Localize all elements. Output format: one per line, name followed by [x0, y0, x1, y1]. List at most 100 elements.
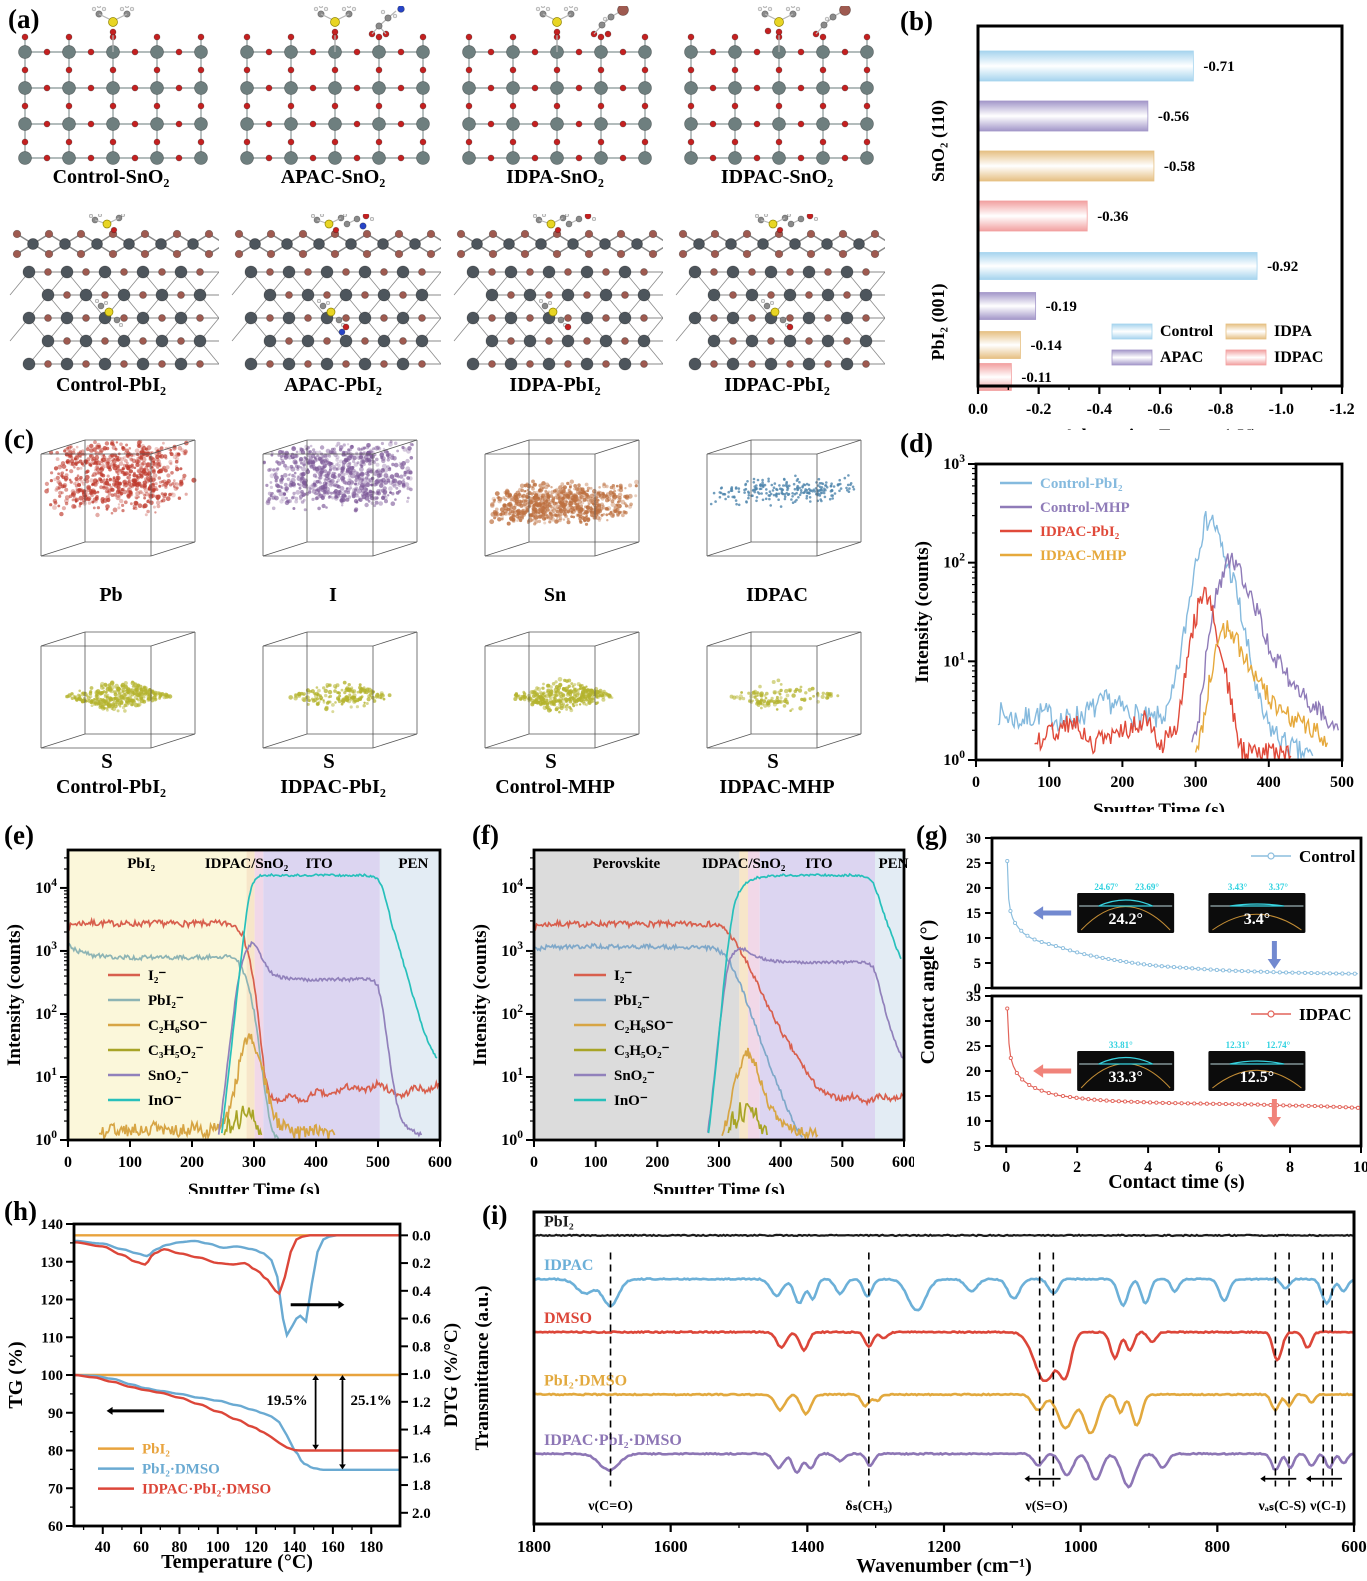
panel-e-letter: (e): [4, 820, 34, 850]
svg-text:-0.58: -0.58: [1164, 159, 1195, 175]
panel-b-adsorption-energy-chart: (b) -0.71 -0.92 -0.56 -0.19 -0.58 -0.14 -0.36-…: [890, 0, 1367, 430]
svg-text:C₂H₆SO⁻: C₂H₆SO⁻: [148, 1018, 208, 1034]
svg-text:C₂H₆SO⁻: C₂H₆SO⁻: [614, 1018, 674, 1034]
panel-f-depth-profile-perovskite: (f) 0 100 200 300 400 500 600 100 101 102 103 104 Sp…: [462, 812, 914, 1194]
tof-sims-box-Control-PbI₂: S Control-PbI₂: [3, 618, 219, 810]
3d-render-diamond: S: [706, 631, 862, 773]
svg-text:IDPA: IDPA: [1274, 323, 1312, 340]
svg-text:PEN: PEN: [879, 856, 909, 872]
tof-sims-box-Pb: Pb: [3, 426, 219, 618]
panel-c-letter: (c): [4, 424, 34, 454]
structure-image-control: [18, 6, 208, 165]
structure-image-idpac: [684, 6, 874, 165]
svg-text:-0.4: -0.4: [1087, 401, 1112, 418]
svg-text:300: 300: [242, 1154, 266, 1171]
svg-text:-0.11: -0.11: [1021, 370, 1051, 386]
svg-text:Sputter Time (s): Sputter Time (s): [188, 1180, 320, 1194]
svg-text:InO⁻: InO⁻: [614, 1093, 648, 1109]
svg-text:-0.71: -0.71: [1203, 59, 1234, 75]
chart-pi-ftir: PbI₂IDPACDMSOPbI₂·DMSOIDPAC·PbI₂·DMSOν(C…: [472, 1210, 1367, 1577]
3d-render-cube: [40, 439, 197, 557]
svg-text:5: 5: [974, 956, 982, 972]
box-caption: Pb: [99, 584, 123, 606]
inner-element-label: S: [101, 749, 113, 773]
svg-text:200: 200: [180, 1154, 204, 1171]
svg-text:I₂⁻: I₂⁻: [614, 968, 632, 984]
svg-text:103: 103: [501, 940, 523, 960]
structure-image-apac: [240, 6, 430, 165]
svg-text:10: 10: [966, 931, 981, 947]
structure-APAC-PbI₂: APAC-PbI₂: [225, 214, 441, 404]
svg-text:0: 0: [64, 1154, 72, 1171]
svg-text:InO⁻: InO⁻: [148, 1093, 182, 1109]
panel-h-letter: (h): [4, 1196, 37, 1226]
svg-text:IDPAC-MHP: IDPAC-MHP: [1040, 548, 1126, 564]
svg-text:400: 400: [1257, 774, 1281, 791]
svg-text:Intensity (counts): Intensity (counts): [4, 924, 25, 1066]
svg-text:IDPAC/SnO₂: IDPAC/SnO₂: [205, 856, 289, 872]
box-caption: I: [329, 584, 337, 606]
svg-text:-0.2: -0.2: [1026, 401, 1051, 418]
svg-text:Control-PbI₂: Control-PbI₂: [1040, 476, 1123, 492]
tof-sims-box-Control-MHP: S Control-MHP: [447, 618, 663, 810]
svg-text:100: 100: [118, 1154, 142, 1171]
svg-text:IDPAC-PbI₂: IDPAC-PbI₂: [1040, 524, 1120, 540]
svg-text:PbI₂⁻: PbI₂⁻: [614, 993, 650, 1009]
structure-image-idpa: [462, 6, 652, 165]
svg-text:C₃H₅O₂⁻: C₃H₅O₂⁻: [148, 1043, 204, 1059]
structure-IDPA-PbI₂: IDPA-PbI₂: [447, 214, 663, 404]
chart-pe: 0 100 200 300 400 500 600 100 101 102 103 104 Sputte…: [4, 848, 452, 1194]
3d-render-diamond: S: [484, 631, 640, 773]
svg-text:100: 100: [584, 1154, 608, 1171]
svg-text:104: 104: [35, 877, 57, 897]
svg-text:0: 0: [530, 1154, 538, 1171]
structure-image-idpa: [453, 214, 663, 371]
svg-text:APAC: APAC: [1160, 349, 1203, 366]
panel-a-dft-structures: (a) Control-SnO₂ APAC-SnO₂ IDPA-SnO₂ IDPAC-…: [0, 0, 890, 418]
structure-label: APAC-SnO₂: [280, 166, 386, 188]
svg-text:102: 102: [501, 1003, 523, 1023]
svg-text:30: 30: [966, 831, 981, 847]
svg-text:20: 20: [966, 881, 981, 897]
svg-text:104: 104: [501, 877, 523, 897]
svg-text:-1.0: -1.0: [1269, 401, 1294, 418]
svg-text:0: 0: [972, 774, 980, 791]
svg-text:-0.36: -0.36: [1097, 209, 1129, 225]
tof-sims-box-I: I: [225, 426, 441, 618]
structure-IDPAC-SnO₂: IDPAC-SnO₂: [669, 6, 885, 196]
panel-c-tof-sims-3d-maps: (c) Pb I Sn IDPAC S Control-PbI₂ S IDPAC-PbI₂ S C…: [0, 418, 890, 812]
svg-text:Intensity (counts): Intensity (counts): [470, 924, 491, 1066]
tof-sims-box-IDPAC: IDPAC: [669, 426, 885, 618]
structure-image-idpac: [675, 214, 885, 371]
svg-text:300: 300: [1184, 774, 1208, 791]
tof-sims-box-IDPAC-MHP: S IDPAC-MHP: [669, 618, 885, 810]
svg-text:15: 15: [966, 906, 981, 922]
svg-text:300: 300: [707, 1154, 731, 1171]
svg-text:200: 200: [645, 1154, 669, 1171]
svg-text:500: 500: [830, 1154, 854, 1171]
structure-label: Control-PbI₂: [55, 374, 167, 396]
structure-APAC-SnO₂: APAC-SnO₂: [225, 6, 441, 196]
3d-render-diamond: S: [262, 631, 418, 773]
structure-label: IDPAC-SnO₂: [720, 166, 834, 188]
box-caption: IDPAC-MHP: [719, 776, 835, 798]
structure-IDPAC-PbI₂: IDPAC-PbI₂: [669, 214, 885, 404]
svg-text:100: 100: [1037, 774, 1061, 791]
panel-e-depth-profile-pbi2: (e) 0 100 200 300 400 500 600 100 101 102 103 104 Sp…: [0, 812, 462, 1194]
svg-text:Intensity (counts): Intensity (counts): [912, 541, 933, 683]
svg-text:400: 400: [304, 1154, 328, 1171]
panel-d-sputter-profile-chart: (d) 0 100 200 300 400 500 100 101 102 103 Sputter …: [890, 418, 1367, 812]
svg-text:IDPAC/SnO₂: IDPAC/SnO₂: [702, 856, 786, 872]
structure-image-apac: [231, 214, 441, 371]
svg-text:0.0: 0.0: [968, 401, 988, 418]
svg-text:-1.2: -1.2: [1329, 401, 1354, 418]
inner-element-label: S: [323, 749, 335, 773]
svg-text:IDPAC: IDPAC: [1274, 349, 1323, 366]
3d-render-dots: [706, 439, 862, 557]
svg-text:Perovskite: Perovskite: [593, 856, 661, 872]
panel-f-letter: (f): [472, 820, 499, 850]
svg-text:101: 101: [501, 1066, 523, 1086]
svg-text:SnO₂ (110): SnO₂ (110): [928, 100, 949, 182]
svg-text:100: 100: [501, 1129, 523, 1149]
